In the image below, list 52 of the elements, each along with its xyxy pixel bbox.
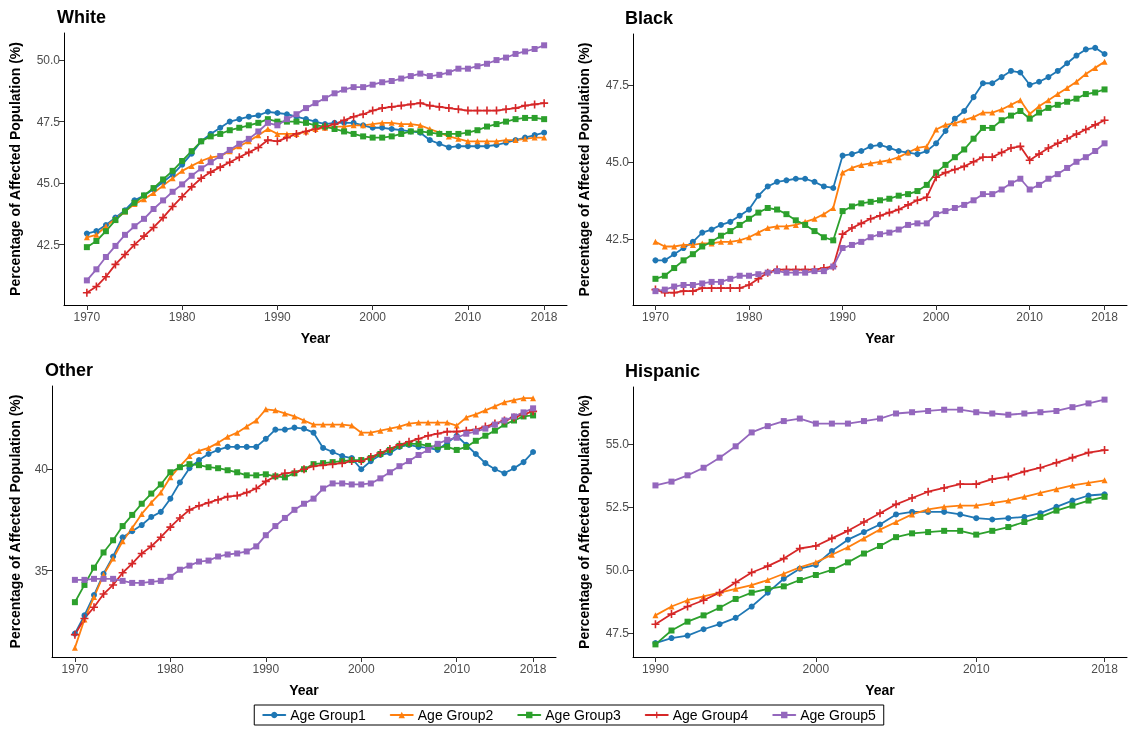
x-axis-title: Year xyxy=(865,682,896,698)
y-tick-label: 47.5 xyxy=(605,77,630,92)
y-axis-title: Percentage of Affected Population (%) xyxy=(7,42,23,296)
x-tick-label: 2010 xyxy=(443,662,471,676)
x-tick-label: 1990 xyxy=(264,310,292,324)
x-tick-label: 2018 xyxy=(1091,310,1119,324)
x-tick-label: 2000 xyxy=(802,662,830,676)
y-tick-label: 52.5 xyxy=(605,499,630,514)
x-tick-label: 1980 xyxy=(168,310,196,324)
y-tick-label: 47.5 xyxy=(36,114,61,129)
y-axis-title: Percentage of Affected Population (%) xyxy=(576,395,592,649)
chart-title: Hispanic xyxy=(625,361,701,381)
y-tick-label: 50.0 xyxy=(605,562,630,577)
legend-label: Age Group2 xyxy=(417,707,494,723)
y-axis-title: Percentage of Affected Population (%) xyxy=(576,42,592,297)
legend-label: Age Group4 xyxy=(672,707,749,723)
y-tick-label: 45.0 xyxy=(605,154,630,169)
y-tick-label: 55.0 xyxy=(605,436,630,451)
y-tick-label: 45.0 xyxy=(36,176,61,191)
x-tick-label: 1980 xyxy=(735,310,763,324)
chart-title: Other xyxy=(45,360,94,380)
x-tick-label: 2018 xyxy=(1091,662,1119,676)
y-tick-label: 42.5 xyxy=(605,231,630,246)
y-tick-label: 35 xyxy=(34,563,49,578)
x-tick-label: 1990 xyxy=(829,310,857,324)
y-axis-title: Percentage of Affected Population (%) xyxy=(7,394,23,649)
x-tick-label: 1970 xyxy=(73,310,101,324)
x-tick-label: 2018 xyxy=(519,662,547,676)
chart-title: Black xyxy=(625,8,675,28)
x-tick-label: 2010 xyxy=(962,662,990,676)
x-tick-label: 2000 xyxy=(922,310,950,324)
legend-label: Age Group3 xyxy=(545,707,621,723)
y-tick-label: 42.5 xyxy=(36,237,61,252)
x-tick-label: 1970 xyxy=(61,662,89,676)
x-tick-label: 2000 xyxy=(347,662,375,676)
x-axis-title: Year xyxy=(289,682,320,698)
x-tick-label: 2018 xyxy=(530,310,558,324)
x-tick-label: 2010 xyxy=(454,310,482,324)
y-tick-label: 50.0 xyxy=(36,53,61,68)
x-tick-label: 2010 xyxy=(1016,310,1044,324)
legend-label: Age Group5 xyxy=(800,707,876,723)
x-tick-label: 1970 xyxy=(642,310,670,324)
x-tick-label: 2000 xyxy=(359,310,387,324)
chart-title: White xyxy=(57,7,106,27)
y-tick-label: 40 xyxy=(34,462,49,477)
x-axis-title: Year xyxy=(300,330,331,346)
legend-label: Age Group1 xyxy=(290,707,366,723)
x-tick-label: 1980 xyxy=(157,662,185,676)
x-axis-title: Year xyxy=(865,330,896,346)
y-tick-label: 47.5 xyxy=(605,626,630,641)
x-tick-label: 1990 xyxy=(642,662,670,676)
x-tick-label: 1990 xyxy=(252,662,280,676)
